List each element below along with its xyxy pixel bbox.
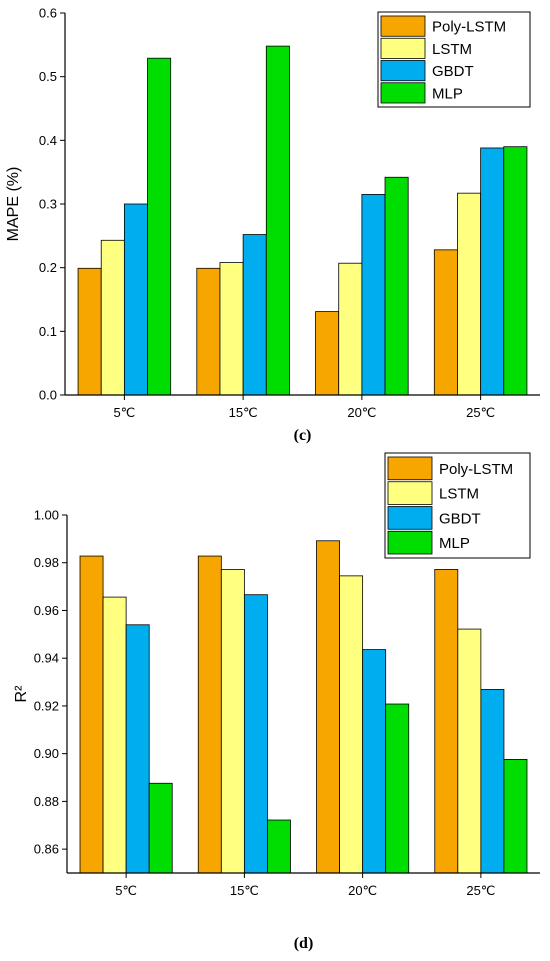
y-tick-label: 0.1	[39, 324, 57, 339]
x-tick-label: 15℃	[229, 405, 258, 420]
bar-poly-lstm-3	[433, 249, 458, 396]
bar-lstm-2	[338, 262, 363, 396]
bar-lstm-3	[457, 192, 482, 396]
chart-d-r2: 0.86 0.88 0.90 0.92 0.94 0.96 0.98 1.00 5℃ 15℃ 20℃…	[13, 452, 540, 952]
bar-mlp-2	[385, 703, 410, 874]
y-tick-label: 0.96	[34, 603, 59, 618]
y-tick-label: 0.5	[39, 69, 57, 84]
legend-label: Poly-LSTM	[432, 19, 506, 36]
y-tick-label: 0.92	[34, 698, 59, 713]
legend-label: GBDT	[439, 510, 481, 527]
legend: Poly-LSTM LSTM GBDT MLP	[377, 11, 531, 108]
panel-label: (c)	[294, 427, 312, 444]
legend-swatch-mlp	[380, 82, 426, 104]
x-tick-label: 25℃	[466, 883, 495, 898]
bar-poly-lstm-1	[197, 555, 222, 874]
bar-gbdt-2	[362, 649, 387, 874]
legend-swatch-gbdt	[380, 60, 426, 82]
bar-lstm-3	[457, 628, 482, 874]
bar-poly-lstm-2	[316, 540, 340, 874]
legend-label: MLP	[439, 535, 470, 552]
bar-poly-lstm-0	[79, 555, 104, 874]
legend-label: GBDT	[432, 63, 474, 80]
x-tick-label: 20℃	[348, 883, 377, 898]
panel-label: (d)	[294, 935, 314, 952]
legend-swatch-poly-lstm	[387, 456, 433, 481]
chart-c-mape: 0.0 0.1 0.2 0.3 0.4 0.5 0.6 5℃ 15℃ 20℃ 25℃ MAPE (%)…	[5, 6, 540, 444]
bar-poly-lstm-2	[315, 311, 340, 396]
y-tick-label: 0.88	[34, 794, 59, 809]
legend-swatch-lstm	[380, 37, 426, 59]
bar-lstm-2	[339, 575, 364, 874]
bar-gbdt-3	[480, 147, 505, 396]
legend-label: LSTM	[432, 41, 472, 58]
x-tick-label: 15℃	[230, 883, 259, 898]
y-tick-label: 0.2	[39, 260, 57, 275]
legend: Poly-LSTM LSTM GBDT MLP	[384, 452, 531, 559]
legend-label: MLP	[432, 85, 463, 102]
bar-gbdt-2	[361, 194, 386, 396]
bar-gbdt-3	[480, 689, 505, 874]
x-tick-label: 5℃	[115, 883, 137, 898]
legend-swatch-lstm	[387, 481, 433, 505]
y-axis-title: MAPE (%)	[5, 167, 22, 242]
legend-label: Poly-LSTM	[439, 461, 513, 478]
y-tick-label: 0.94	[34, 651, 59, 666]
bar-mlp-1	[267, 819, 291, 874]
bar-gbdt-0	[123, 203, 148, 396]
legend-swatch-gbdt	[387, 506, 433, 530]
bar-mlp-0	[147, 57, 172, 396]
bar-lstm-0	[102, 596, 127, 874]
x-tick-label: 5℃	[113, 405, 135, 420]
bar-gbdt-1	[242, 234, 267, 396]
y-tick-label: 1.00	[34, 508, 59, 523]
bar-gbdt-1	[243, 594, 268, 874]
bar-poly-lstm-3	[434, 569, 459, 874]
bar-lstm-1	[219, 262, 244, 396]
y-tick-label: 0.6	[39, 6, 57, 21]
bar-mlp-3	[503, 146, 528, 396]
y-tick-label: 0.0	[39, 388, 57, 403]
x-tick-label: 20℃	[347, 405, 376, 420]
legend-swatch-poly-lstm	[380, 15, 426, 37]
y-tick-label: 0.86	[34, 842, 59, 857]
y-tick-label: 0.3	[39, 197, 57, 212]
legend-label: LSTM	[439, 486, 479, 503]
bar-poly-lstm-0	[77, 267, 102, 396]
bar-gbdt-0	[125, 624, 150, 874]
legend-swatch-mlp	[387, 530, 433, 555]
bar-lstm-1	[220, 569, 245, 874]
bar-mlp-3	[503, 758, 528, 874]
y-tick-label: 0.4	[39, 133, 57, 148]
bar-mlp-1	[265, 45, 290, 396]
bar-mlp-2	[384, 176, 409, 396]
y-tick-label: 0.98	[34, 555, 59, 570]
bar-poly-lstm-1	[196, 267, 221, 396]
bar-mlp-0	[148, 782, 173, 874]
x-tick-label: 25℃	[466, 405, 495, 420]
bar-lstm-0	[100, 239, 125, 396]
y-tick-label: 0.90	[34, 746, 59, 761]
y-axis-title: R²	[13, 685, 30, 703]
